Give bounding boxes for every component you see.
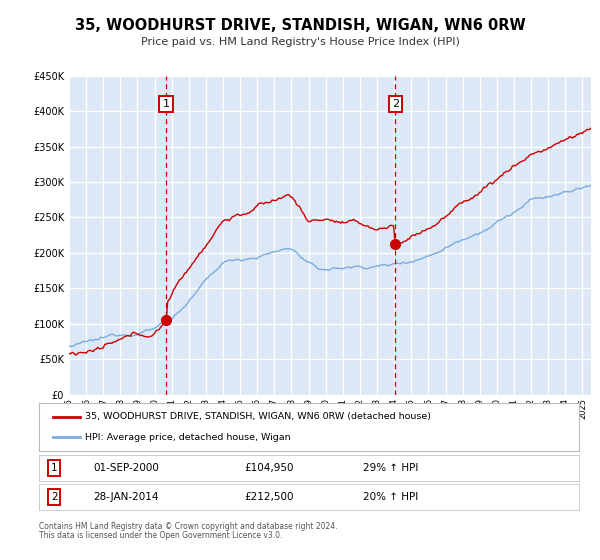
Text: 29% ↑ HPI: 29% ↑ HPI: [363, 463, 418, 473]
Text: £212,500: £212,500: [244, 492, 294, 502]
Text: HPI: Average price, detached house, Wigan: HPI: Average price, detached house, Wiga…: [85, 433, 290, 442]
Text: 01-SEP-2000: 01-SEP-2000: [93, 463, 159, 473]
Text: Price paid vs. HM Land Registry's House Price Index (HPI): Price paid vs. HM Land Registry's House …: [140, 37, 460, 47]
Text: 1: 1: [163, 99, 170, 109]
Text: £104,950: £104,950: [244, 463, 294, 473]
Text: Contains HM Land Registry data © Crown copyright and database right 2024.: Contains HM Land Registry data © Crown c…: [39, 522, 337, 531]
Text: 2: 2: [51, 492, 58, 502]
Text: 1: 1: [51, 463, 58, 473]
Text: 2: 2: [392, 99, 399, 109]
Text: 35, WOODHURST DRIVE, STANDISH, WIGAN, WN6 0RW (detached house): 35, WOODHURST DRIVE, STANDISH, WIGAN, WN…: [85, 412, 431, 421]
Text: 28-JAN-2014: 28-JAN-2014: [93, 492, 158, 502]
Text: 20% ↑ HPI: 20% ↑ HPI: [363, 492, 418, 502]
Text: 35, WOODHURST DRIVE, STANDISH, WIGAN, WN6 0RW: 35, WOODHURST DRIVE, STANDISH, WIGAN, WN…: [74, 18, 526, 32]
Bar: [166, 76, 395, 395]
Text: This data is licensed under the Open Government Licence v3.0.: This data is licensed under the Open Gov…: [39, 531, 283, 540]
